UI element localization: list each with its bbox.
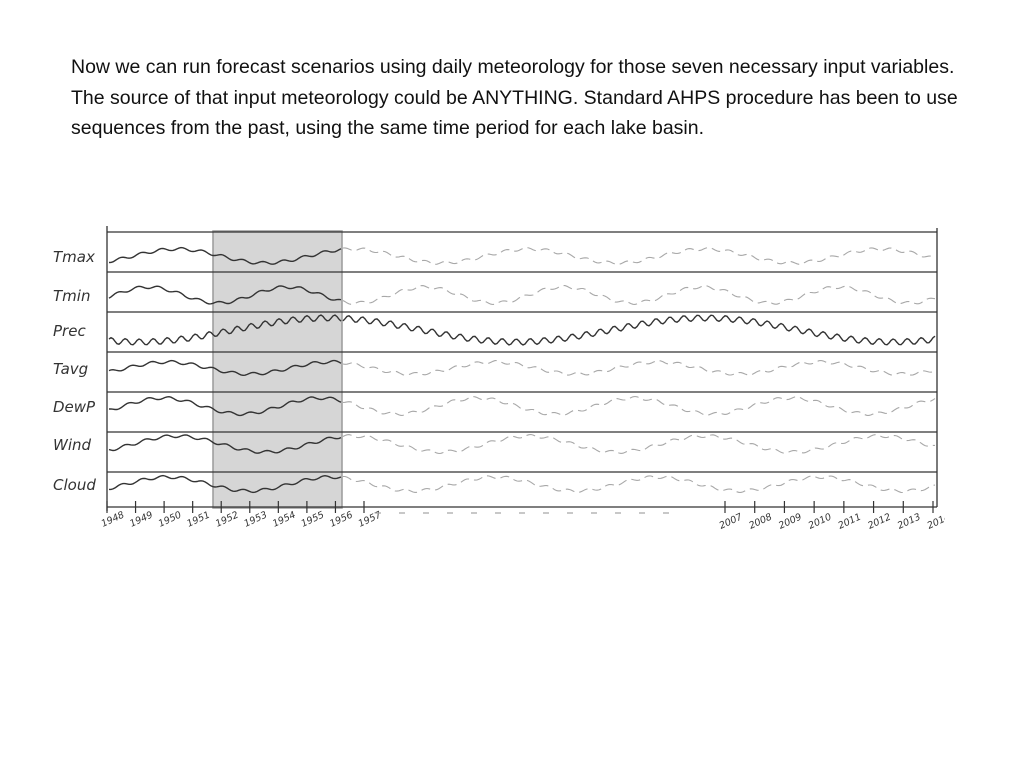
- year-label: 1948: [100, 510, 127, 530]
- year-label: 2008: [747, 512, 774, 532]
- series-wave-prec-continued: [342, 314, 936, 346]
- year-label: 1955: [300, 510, 327, 530]
- series-wave-tmax: [108, 246, 342, 265]
- variable-label-wind: Wind: [53, 436, 92, 454]
- series-wave-wind-continued: [342, 433, 935, 455]
- year-label: 1952: [214, 510, 241, 530]
- series-wave-cloud-continued: [343, 475, 936, 494]
- variable-label-tmax: Tmax: [53, 248, 95, 266]
- variable-label-tavg: Tavg: [53, 360, 88, 378]
- variable-label-cloud: Cloud: [53, 476, 96, 494]
- year-label: 2007: [718, 512, 745, 532]
- series-wave-tavg: [108, 359, 342, 377]
- year-label: 2011: [836, 512, 863, 532]
- variable-label-dewp: DewP: [53, 398, 96, 416]
- year-label: 2014: [926, 512, 945, 532]
- highlighted-period: [212, 230, 343, 509]
- variable-label-prec: Prec: [53, 322, 86, 340]
- series-wave-cloud: [109, 474, 342, 494]
- series-wave-tmax-continued: [342, 246, 936, 266]
- variable-label-tmin: Tmin: [53, 287, 90, 305]
- series-wave-prec: [108, 314, 342, 346]
- year-label: 1949: [128, 510, 155, 530]
- year-label: 1951: [185, 510, 212, 530]
- year-label: 1954: [271, 510, 298, 530]
- series-wave-wind: [108, 434, 342, 454]
- year-label: 2012: [866, 512, 893, 532]
- series-wave-tmin-continued: [342, 284, 936, 306]
- year-label: 1956: [328, 510, 355, 530]
- year-label: 2010: [807, 512, 834, 532]
- year-label: 2013: [896, 512, 923, 532]
- series-wave-tavg-continued: [342, 359, 936, 376]
- year-label: 2009: [777, 512, 804, 532]
- year-label: 1950: [157, 510, 184, 530]
- series-wave-dewp-continued: [342, 395, 936, 416]
- slide-body-text: Now we can run forecast scenarios using …: [71, 56, 958, 139]
- series-wave-dewp: [108, 395, 342, 417]
- year-label: 1953: [242, 510, 269, 530]
- series-wave-tmin: [108, 285, 342, 305]
